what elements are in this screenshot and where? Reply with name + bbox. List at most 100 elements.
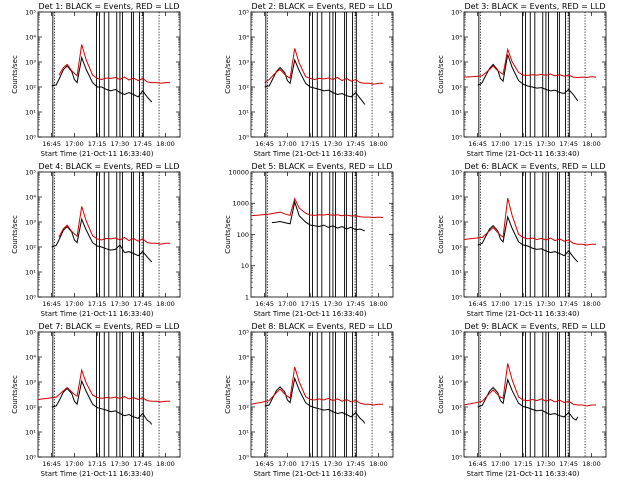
- chart-title: Det 2: BLACK = Events, RED = LLD: [252, 2, 393, 11]
- chart-title: Det 4: BLACK = Events, RED = LLD: [39, 162, 180, 171]
- plot-frame: [250, 331, 394, 458]
- y-tick-label: 10³: [451, 378, 462, 386]
- y-tick-label: 10⁰: [25, 133, 36, 141]
- x-tick-label: 17:30: [111, 460, 130, 468]
- y-tick-label: 10⁵: [451, 168, 462, 176]
- x-tick-label: 16:45: [255, 140, 274, 148]
- y-tick-label: 10⁰: [25, 453, 36, 461]
- y-axis-label: Counts/sec: [11, 375, 19, 414]
- y-tick-label: 10⁵: [238, 328, 249, 336]
- y-tick-label: 1000: [232, 200, 249, 208]
- chart-title: Det 7: BLACK = Events, RED = LLD: [39, 322, 180, 331]
- y-tick-label: 10¹: [25, 108, 36, 116]
- y-tick-label: 10⁰: [451, 293, 462, 301]
- x-axis-label: Start Time (21-Oct-11 16:33:40): [41, 470, 154, 478]
- detector-chart-4: Det 4: BLACK = Events, RED = LLD 10⁰ 10¹ 10…: [11, 162, 181, 318]
- x-tick-label: 17:15: [301, 140, 320, 148]
- x-axis-label: Start Time (21-Oct-11 16:33:40): [41, 310, 154, 318]
- x-axis-label: Start Time (21-Oct-11 16:33:40): [467, 310, 580, 318]
- detector-panel-9: Det 9: BLACK = Events, RED = LLD 10⁰ 10¹ 10…: [426, 320, 639, 480]
- y-tick-label: 10³: [25, 218, 36, 226]
- y-tick-label: 10¹: [451, 428, 462, 436]
- detector-chart-2: Det 2: BLACK = Events, RED = LLD 10⁰ 10¹ 10…: [224, 2, 394, 158]
- plot-frame: [37, 331, 181, 458]
- x-tick-label: 17:00: [65, 460, 84, 468]
- x-tick-label: 17:45: [133, 300, 152, 308]
- x-tick-label: 18:00: [582, 300, 601, 308]
- detector-panel-2: Det 2: BLACK = Events, RED = LLD 10⁰ 10¹ 10…: [213, 0, 426, 160]
- events-series-line: [477, 215, 579, 263]
- x-tick-label: 17:45: [133, 140, 152, 148]
- x-tick-label: 17:45: [559, 140, 578, 148]
- lld-series-line: [250, 366, 383, 406]
- y-axis-label: Counts/sec: [437, 55, 445, 94]
- y-tick-label: 10⁴: [238, 353, 249, 361]
- y-tick-label: 10⁰: [451, 453, 462, 461]
- x-tick-label: 18:00: [582, 460, 601, 468]
- x-tick-label: 17:30: [324, 140, 343, 148]
- x-tick-label: 17:45: [346, 140, 365, 148]
- x-tick-label: 17:00: [278, 460, 297, 468]
- detector-panel-4: Det 4: BLACK = Events, RED = LLD 10⁰ 10¹ 10…: [0, 160, 213, 320]
- chart-title: Det 8: BLACK = Events, RED = LLD: [252, 322, 393, 331]
- x-tick-label: 17:30: [537, 140, 556, 148]
- x-tick-label: 17:15: [301, 460, 320, 468]
- y-axis-label: Counts/sec: [11, 55, 19, 94]
- plot-frame: [463, 331, 607, 458]
- y-axis-label: Counts/sec: [437, 375, 445, 414]
- x-tick-label: 18:00: [156, 140, 175, 148]
- events-series-line: [264, 58, 366, 105]
- x-axis-label: Start Time (21-Oct-11 16:33:40): [467, 470, 580, 478]
- plot-frame: [37, 11, 181, 138]
- x-tick-label: 17:45: [559, 460, 578, 468]
- y-tick-label: 1: [245, 293, 249, 301]
- y-tick-label: 10⁴: [238, 33, 249, 41]
- detector-chart-3: Det 3: BLACK = Events, RED = LLD 10⁰ 10¹ 10…: [437, 2, 607, 158]
- events-series-line: [51, 379, 153, 425]
- x-tick-label: 17:00: [491, 300, 510, 308]
- detector-panel-7: Det 7: BLACK = Events, RED = LLD 10⁰ 10¹ 10…: [0, 320, 213, 480]
- y-tick-label: 10²: [238, 83, 249, 91]
- detector-panel-6: Det 6: BLACK = Events, RED = LLD 10⁰ 10¹ 10…: [426, 160, 639, 320]
- x-tick-label: 17:00: [491, 140, 510, 148]
- x-axis-label: Start Time (21-Oct-11 16:33:40): [467, 150, 580, 158]
- detector-chart-6: Det 6: BLACK = Events, RED = LLD 10⁰ 10¹ 10…: [437, 162, 607, 318]
- y-tick-label: 10⁴: [451, 353, 462, 361]
- y-tick-label: 10²: [25, 403, 36, 411]
- x-tick-label: 17:30: [324, 300, 343, 308]
- detector-chart-8: Det 8: BLACK = Events, RED = LLD 10⁰ 10¹ 10…: [224, 322, 394, 478]
- y-tick-label: 10²: [451, 243, 462, 251]
- y-axis-label: Counts/sec: [224, 55, 232, 94]
- x-tick-label: 16:45: [42, 140, 61, 148]
- x-tick-label: 17:30: [537, 460, 556, 468]
- x-tick-label: 17:45: [559, 300, 578, 308]
- x-tick-label: 17:45: [346, 460, 365, 468]
- y-tick-label: 10⁰: [238, 133, 249, 141]
- y-tick-label: 10¹: [238, 108, 249, 116]
- y-tick-label: 10¹: [451, 268, 462, 276]
- y-axis-label: Counts/sec: [437, 215, 445, 254]
- y-tick-label: 10³: [451, 218, 462, 226]
- x-tick-label: 17:15: [88, 300, 107, 308]
- y-tick-label: 10⁵: [25, 168, 36, 176]
- y-tick-label: 10⁵: [25, 328, 36, 336]
- y-tick-label: 10¹: [25, 268, 36, 276]
- x-tick-label: 17:00: [278, 300, 297, 308]
- y-tick-label: 10²: [25, 243, 36, 251]
- y-tick-label: 10⁵: [238, 8, 249, 16]
- x-tick-label: 17:30: [537, 300, 556, 308]
- y-tick-label: 10³: [25, 378, 36, 386]
- y-tick-label: 10000: [228, 168, 249, 176]
- y-axis-label: Counts/sec: [224, 215, 232, 254]
- plot-frame: [463, 171, 607, 298]
- plot-frame: [250, 11, 394, 138]
- x-tick-label: 17:15: [88, 140, 107, 148]
- detector-panel-3: Det 3: BLACK = Events, RED = LLD 10⁰ 10¹ 10…: [426, 0, 639, 160]
- plot-frame: [463, 11, 607, 138]
- y-tick-label: 10¹: [25, 428, 36, 436]
- chart-title: Det 6: BLACK = Events, RED = LLD: [465, 162, 606, 171]
- x-tick-label: 17:00: [65, 140, 84, 148]
- lld-series-line: [463, 47, 597, 79]
- y-tick-label: 10³: [238, 378, 249, 386]
- y-tick-label: 100: [237, 231, 249, 239]
